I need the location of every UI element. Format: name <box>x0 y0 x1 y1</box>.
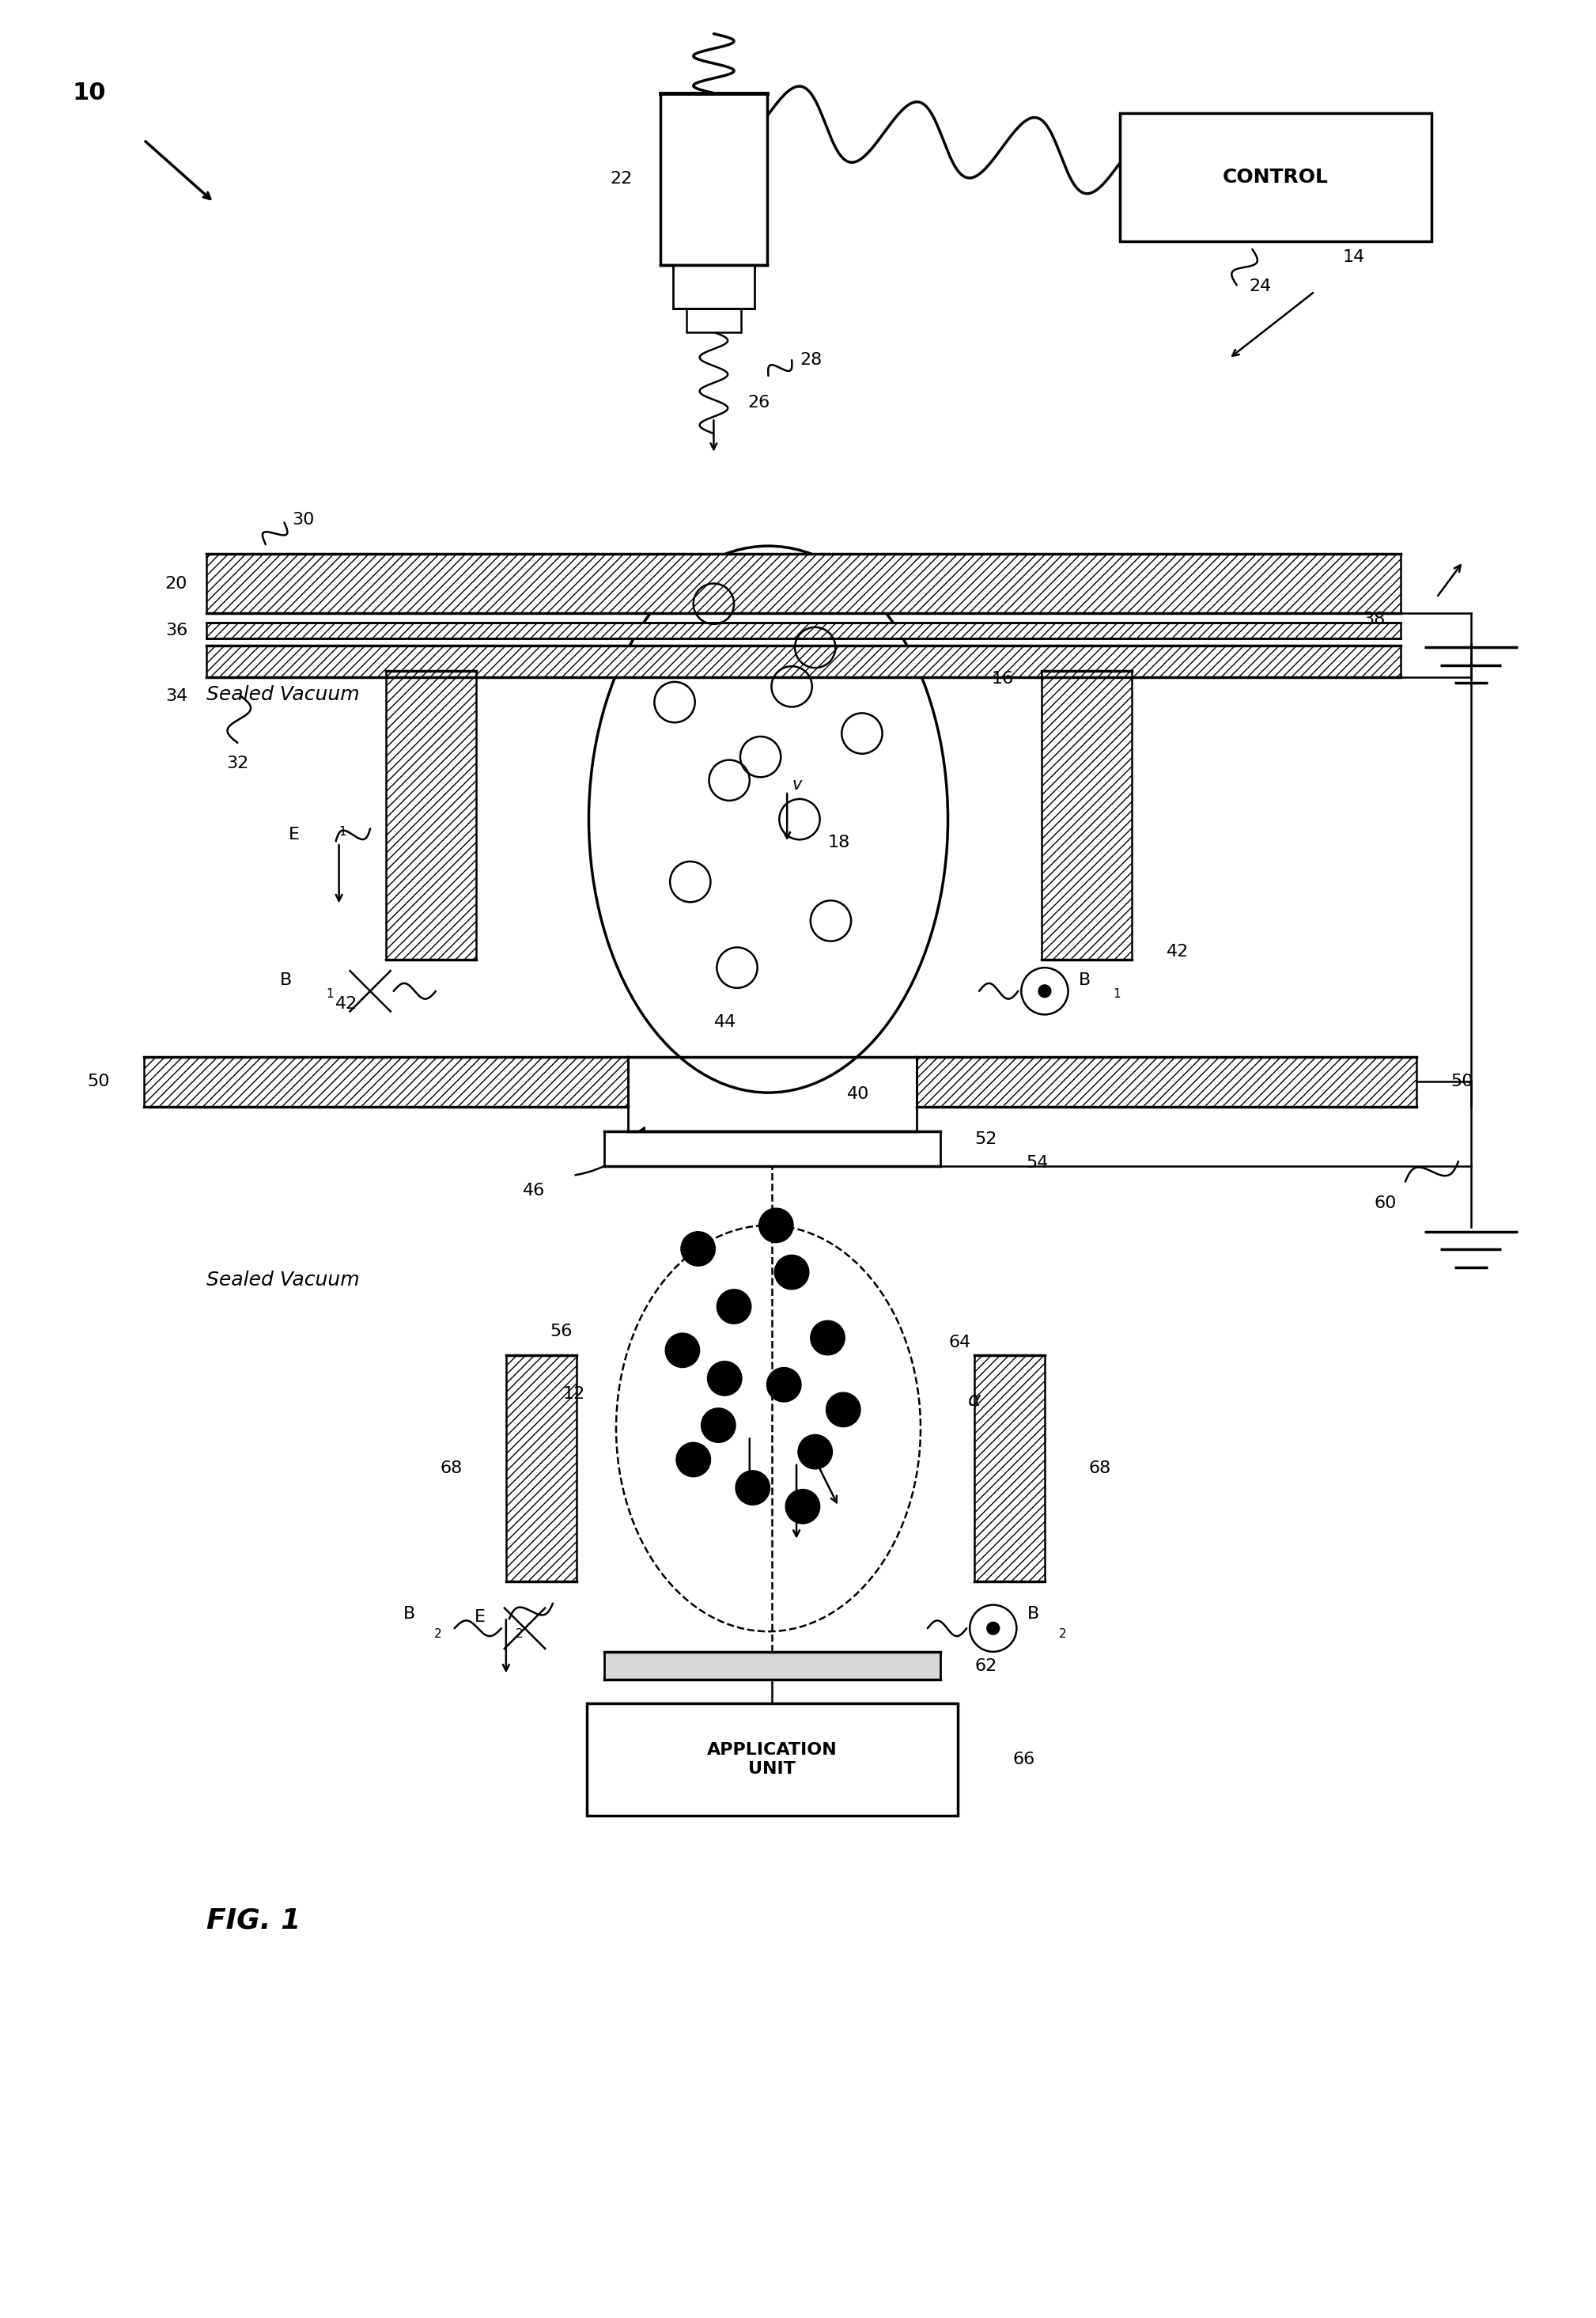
Text: FIG. 1: FIG. 1 <box>206 1908 300 1933</box>
Text: 24: 24 <box>1250 278 1272 294</box>
Text: 2: 2 <box>434 1627 442 1641</box>
Text: CONTROL: CONTROL <box>1223 167 1329 188</box>
Text: 52: 52 <box>975 1131 998 1147</box>
Bar <box>1042 670 1132 960</box>
Text: 56: 56 <box>551 1324 573 1340</box>
Text: 30: 30 <box>292 512 314 529</box>
Bar <box>206 647 1401 677</box>
Text: α: α <box>967 1391 980 1409</box>
Ellipse shape <box>616 1226 921 1632</box>
Text: 46: 46 <box>523 1182 546 1198</box>
Circle shape <box>986 1623 999 1634</box>
Circle shape <box>785 1490 820 1523</box>
Circle shape <box>677 1442 710 1477</box>
Bar <box>1120 114 1432 241</box>
Text: 20: 20 <box>164 575 187 591</box>
Text: 64: 64 <box>948 1335 970 1351</box>
Text: v: v <box>792 777 801 793</box>
Bar <box>605 1653 940 1681</box>
Text: 14: 14 <box>1342 248 1365 264</box>
Text: 2: 2 <box>1058 1627 1066 1641</box>
Text: 26: 26 <box>749 394 771 410</box>
Circle shape <box>827 1393 860 1428</box>
Circle shape <box>766 1368 801 1402</box>
Text: E: E <box>289 828 300 844</box>
Text: 1: 1 <box>327 987 334 999</box>
Text: B: B <box>1079 971 1092 987</box>
Bar <box>605 1131 940 1166</box>
Text: 36: 36 <box>166 624 187 637</box>
Text: 10: 10 <box>72 81 105 104</box>
Bar <box>686 308 741 331</box>
Text: 42: 42 <box>335 997 358 1011</box>
Text: 28: 28 <box>800 352 822 369</box>
Text: 16: 16 <box>991 670 1013 686</box>
Circle shape <box>774 1254 809 1289</box>
Text: 50: 50 <box>86 1073 110 1089</box>
Circle shape <box>736 1470 769 1504</box>
Text: 68: 68 <box>440 1460 463 1477</box>
Text: 68: 68 <box>1088 1460 1111 1477</box>
Text: 60: 60 <box>1374 1196 1396 1212</box>
Circle shape <box>666 1333 699 1368</box>
Text: 62: 62 <box>975 1657 998 1674</box>
Text: Sealed Vacuum: Sealed Vacuum <box>206 1270 359 1289</box>
Text: B: B <box>402 1606 415 1623</box>
Text: E: E <box>474 1609 485 1625</box>
Bar <box>586 1704 958 1815</box>
Bar <box>206 624 1401 637</box>
Circle shape <box>811 1321 844 1356</box>
Text: 50: 50 <box>1451 1073 1473 1089</box>
Text: 32: 32 <box>227 756 249 772</box>
Text: 54: 54 <box>1026 1154 1049 1171</box>
Bar <box>916 1057 1416 1106</box>
Bar <box>975 1356 1045 1581</box>
Text: 34: 34 <box>166 688 187 705</box>
Circle shape <box>760 1208 793 1242</box>
Bar <box>386 670 476 960</box>
Text: B: B <box>279 971 292 987</box>
Text: Sealed Vacuum: Sealed Vacuum <box>206 684 359 705</box>
Bar <box>661 93 766 264</box>
Text: 1: 1 <box>338 825 346 839</box>
Text: APPLICATION
UNIT: APPLICATION UNIT <box>707 1743 838 1776</box>
Circle shape <box>707 1361 742 1395</box>
Text: 1: 1 <box>1114 987 1120 999</box>
Text: 2: 2 <box>516 1627 523 1641</box>
Ellipse shape <box>589 547 948 1092</box>
Text: 42: 42 <box>1167 943 1189 960</box>
Circle shape <box>717 1289 752 1324</box>
Circle shape <box>681 1231 715 1266</box>
Text: 40: 40 <box>847 1087 870 1101</box>
Text: 12: 12 <box>562 1386 584 1402</box>
Bar <box>206 554 1401 614</box>
Bar <box>506 1356 576 1581</box>
Circle shape <box>701 1407 736 1442</box>
Text: B: B <box>1028 1606 1039 1623</box>
Text: 22: 22 <box>610 172 632 188</box>
Bar <box>144 1057 627 1106</box>
Text: 18: 18 <box>828 834 851 851</box>
Text: 38: 38 <box>1363 612 1385 628</box>
Text: 44: 44 <box>715 1015 737 1029</box>
Text: 66: 66 <box>1013 1752 1036 1766</box>
Circle shape <box>1039 985 1050 997</box>
Bar <box>674 264 755 308</box>
Circle shape <box>798 1435 833 1470</box>
